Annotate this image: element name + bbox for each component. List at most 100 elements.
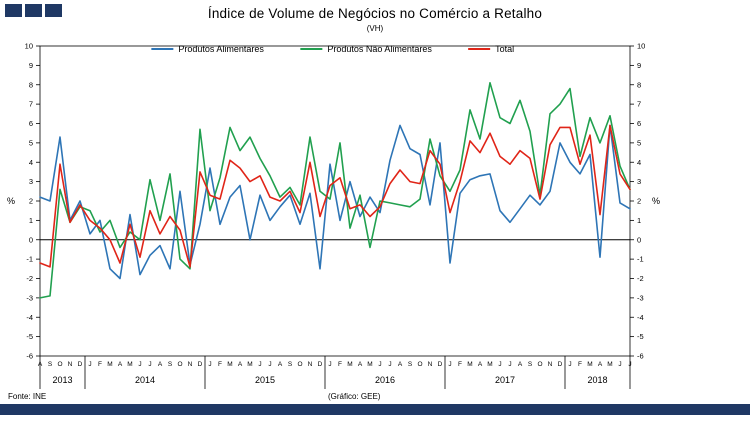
y-tick-label-right: 8 — [637, 80, 641, 89]
y-tick-label-left: 7 — [29, 100, 33, 109]
x-month-label: S — [168, 361, 173, 368]
x-month-label: J — [208, 361, 211, 368]
x-month-label: S — [288, 361, 293, 368]
y-axis-unit-left: % — [7, 196, 15, 206]
y-tick-label-left: 10 — [25, 42, 33, 51]
x-month-label: M — [607, 361, 612, 368]
y-tick-label-right: -6 — [637, 352, 644, 361]
y-tick-label-left: 9 — [29, 61, 33, 70]
x-month-label: J — [388, 361, 391, 368]
x-month-label: F — [218, 361, 222, 368]
x-month-label: J — [568, 361, 571, 368]
x-month-label: D — [558, 361, 563, 368]
x-month-label: O — [57, 361, 62, 368]
logo-squares — [5, 4, 62, 17]
x-month-label: A — [398, 361, 403, 368]
x-month-label: F — [338, 361, 342, 368]
x-month-label: N — [308, 361, 313, 368]
y-tick-label-right: -4 — [637, 313, 644, 322]
y-tick-label-left: 1 — [29, 216, 33, 225]
x-month-label: J — [148, 361, 151, 368]
legend-label-1: Produtos Alimentares — [178, 44, 264, 54]
x-month-label: N — [428, 361, 433, 368]
x-month-label: S — [48, 361, 53, 368]
x-month-label: N — [548, 361, 553, 368]
bottom-bar — [0, 404, 750, 415]
x-month-label: F — [578, 361, 582, 368]
y-tick-label-left: -2 — [26, 274, 33, 283]
x-month-label: J — [328, 361, 331, 368]
y-tick-label-left: -1 — [26, 255, 33, 264]
y-tick-label-right: -2 — [637, 274, 644, 283]
series-line-produtos-alimentares — [39, 124, 631, 280]
y-tick-label-right: -5 — [637, 332, 644, 341]
y-tick-label-right: 9 — [637, 61, 641, 70]
y-tick-label-right: 1 — [637, 216, 641, 225]
x-month-label: M — [367, 361, 372, 368]
plot-frame — [39, 45, 631, 357]
legend-label-2: Produtos Não Alimentares — [327, 44, 432, 54]
y-tick-label-right: -3 — [637, 293, 644, 302]
x-month-label: A — [278, 361, 283, 368]
x-month-label: O — [177, 361, 182, 368]
x-year-label: 2014 — [135, 375, 155, 385]
y-tick-label-left: -5 — [26, 332, 33, 341]
x-month-label: M — [127, 361, 132, 368]
y-tick-label-left: 8 — [29, 80, 33, 89]
x-month-label: J — [138, 361, 141, 368]
x-year-label: 2017 — [495, 375, 515, 385]
x-month-label: D — [198, 361, 203, 368]
x-month-label: A — [598, 361, 603, 368]
x-year-label: 2018 — [587, 375, 607, 385]
source-note: Fonte: INE — [8, 392, 47, 401]
x-month-label: O — [537, 361, 542, 368]
x-month-label: D — [78, 361, 83, 368]
logo-square-icon — [5, 4, 22, 17]
x-month-label: M — [107, 361, 112, 368]
x-month-label: S — [408, 361, 413, 368]
x-month-label: A — [478, 361, 483, 368]
x-month-label: M — [467, 361, 472, 368]
logo-square-icon — [45, 4, 62, 17]
x-month-label: A — [238, 361, 243, 368]
x-month-label: J — [378, 361, 381, 368]
x-month-label: J — [508, 361, 511, 368]
x-month-label: A — [118, 361, 123, 368]
y-tick-label-right: -1 — [637, 255, 644, 264]
x-month-label: M — [247, 361, 252, 368]
x-month-label: N — [68, 361, 73, 368]
series-line-produtos-n-o-alimentares — [39, 82, 631, 299]
x-month-label: F — [98, 361, 102, 368]
x-month-label: D — [318, 361, 323, 368]
x-month-label: A — [518, 361, 523, 368]
y-tick-label-left: 4 — [29, 158, 33, 167]
x-month-label: S — [528, 361, 533, 368]
x-month-label: D — [438, 361, 443, 368]
x-month-label: J — [448, 361, 451, 368]
legend-label-3: Total — [495, 44, 514, 54]
y-tick-label-right: 2 — [637, 197, 641, 206]
x-month-label: M — [227, 361, 232, 368]
x-month-label: O — [417, 361, 422, 368]
y-tick-label-left: 6 — [29, 119, 33, 128]
y-tick-label-right: 7 — [637, 100, 641, 109]
logo-square-icon — [25, 4, 42, 17]
y-tick-label-right: 10 — [637, 42, 645, 51]
page-title: Índice de Volume de Negócios no Comércio… — [207, 6, 543, 21]
x-year-label: 2016 — [375, 375, 395, 385]
y-tick-label-left: 5 — [29, 138, 33, 147]
y-tick-label-right: 5 — [637, 138, 641, 147]
page-subtitle: (VH) — [366, 24, 384, 33]
series-line-total — [39, 124, 631, 268]
x-month-label: M — [347, 361, 352, 368]
y-tick-label-right: 3 — [637, 177, 641, 186]
y-tick-label-right: 4 — [637, 158, 641, 167]
x-month-label: O — [297, 361, 302, 368]
y-tick-label-left: -6 — [26, 352, 33, 361]
x-month-label: F — [458, 361, 462, 368]
y-tick-label-left: -4 — [26, 313, 33, 322]
x-month-label: N — [188, 361, 193, 368]
x-month-label: J — [258, 361, 261, 368]
